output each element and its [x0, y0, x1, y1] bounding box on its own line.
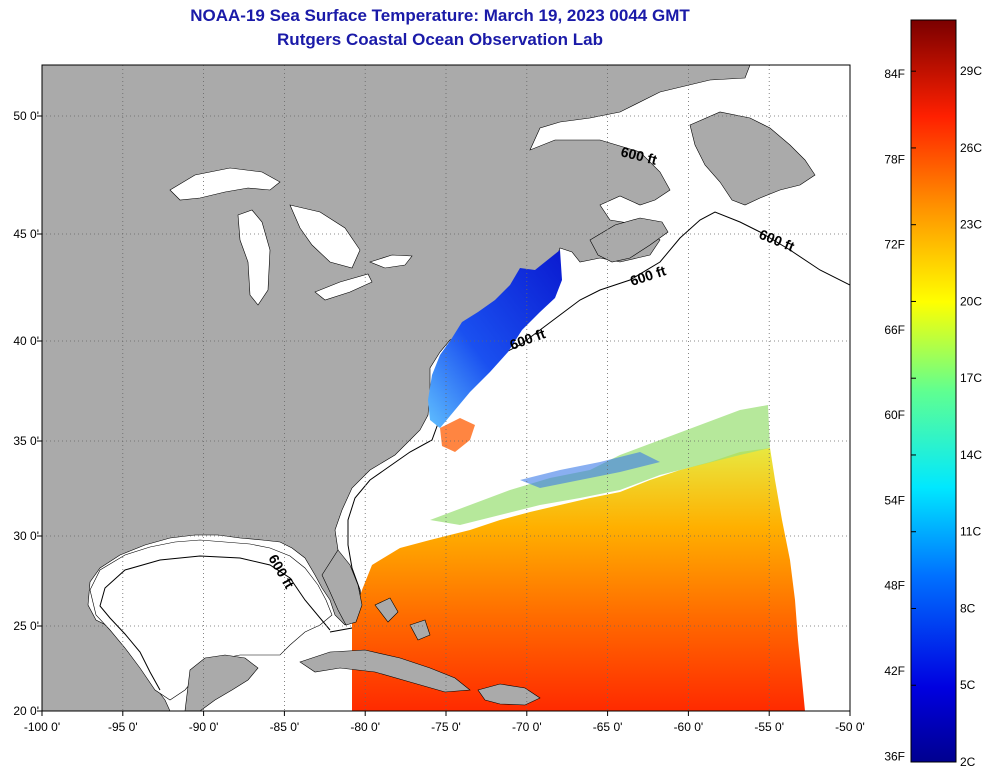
newfoundland-land [689, 111, 816, 206]
colorbar-f-label: 78F [884, 152, 905, 166]
nova-scotia-land [589, 217, 669, 263]
bahamas-land [374, 597, 431, 641]
shelf-cold-water [428, 250, 562, 428]
lat-tick-label: 45 0' [13, 227, 39, 241]
longitude-axis: -100 0' -95 0' -90 0' -85 0' -80 0' -75 0' -70… [24, 711, 865, 734]
graticule [42, 65, 850, 711]
colorbar-f-label: 66F [884, 323, 905, 337]
lon-tick-label: -60 0' [674, 720, 704, 734]
colorbar-f-label: 84F [884, 67, 905, 81]
map-panel: 600 ft 600 ft 600 ft 600 ft 600 ft [42, 65, 850, 711]
colorbar-c-label: 2C [960, 755, 976, 769]
colorbar-c-label: 20C [960, 294, 982, 308]
map-title: NOAA-19 Sea Surface Temperature: March 1… [190, 6, 690, 25]
lat-tick-label: 20 0' [13, 704, 39, 718]
latitude-axis: 50 0' 45 0' 40 0' 35 0' 30 0' 25 0' 20 0' [13, 109, 42, 718]
lon-tick-label: -70 0' [512, 720, 542, 734]
map-subtitle: Rutgers Coastal Ocean Observation Lab [277, 30, 603, 49]
lat-tick-label: 40 0' [13, 334, 39, 348]
hispaniola-land [477, 683, 541, 706]
lon-tick-label: -75 0' [431, 720, 461, 734]
north-america-land [42, 65, 751, 711]
warm-ocean-region [352, 448, 805, 711]
colorbar-f-label: 48F [884, 579, 905, 593]
lat-tick-label: 30 0' [13, 529, 39, 543]
colorbar-c-label: 23C [960, 218, 982, 232]
gulf-stream-patch [440, 418, 475, 452]
lon-tick-label: -85 0' [270, 720, 300, 734]
cool-ocean-streaks [520, 452, 660, 488]
colorbar-f-label: 36F [884, 749, 905, 763]
lat-tick-label: 35 0' [13, 434, 39, 448]
lat-tick-label: 50 0' [13, 109, 39, 123]
lon-tick-label: -90 0' [189, 720, 219, 734]
celsius-scale: 29C 26C 23C 20C 17C 14C 11C 8C 5C 2C [911, 64, 982, 769]
florida-land [321, 549, 363, 626]
lake-superior [169, 167, 281, 201]
colorbar-f-label: 42F [884, 664, 905, 678]
colorbar-f-label: 54F [884, 493, 905, 507]
lon-tick-label: -65 0' [593, 720, 623, 734]
lat-tick-label: 25 0' [13, 619, 39, 633]
lake-erie-ontario [314, 254, 413, 301]
lon-tick-label: -80 0' [350, 720, 380, 734]
gulf-shelf-contour [99, 555, 331, 691]
colorbar-c-label: 17C [960, 371, 982, 385]
lon-tick-label: -95 0' [108, 720, 138, 734]
gulf-of-mexico [89, 539, 333, 701]
colorbar-c-label: 5C [960, 678, 976, 692]
fahrenheit-scale: 84F 78F 72F 66F 60F 54F 48F 42F 36F [884, 67, 905, 763]
colorbar-c-label: 8C [960, 601, 976, 615]
colorbar-c-label: 14C [960, 448, 982, 462]
lon-tick-label: -50 0' [835, 720, 865, 734]
colorbar-f-label: 72F [884, 238, 905, 252]
colorbar-c-label: 29C [960, 64, 982, 78]
color-bar [910, 19, 957, 763]
lake-michigan-huron [237, 204, 361, 306]
colorbar-c-label: 26C [960, 141, 982, 155]
lon-tick-label: -55 0' [754, 720, 784, 734]
colorbar-f-label: 60F [884, 408, 905, 422]
colorbar-c-label: 11C [960, 525, 981, 539]
lon-tick-label: -100 0' [24, 720, 60, 734]
